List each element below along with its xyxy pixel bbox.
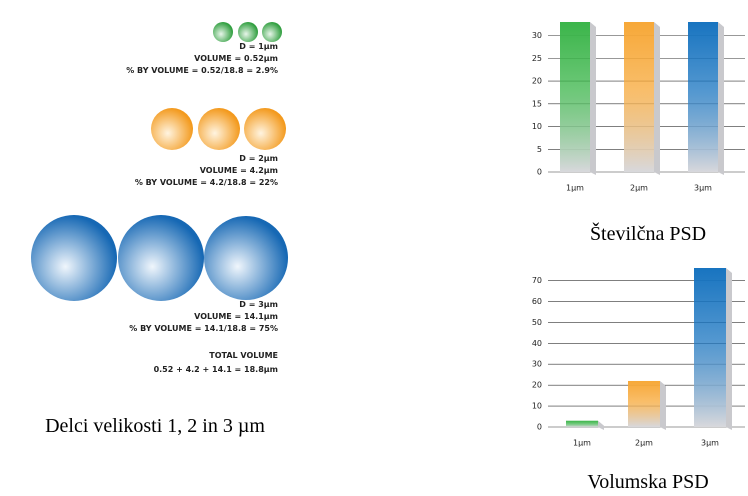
particle	[118, 215, 204, 301]
x-tick-label: 2µm	[635, 439, 653, 448]
y-tick-label: 0	[537, 168, 542, 177]
total-formula: 0.52 + 4.2 + 14.1 = 18.8µm	[154, 365, 278, 374]
y-tick-label: 30	[532, 360, 542, 369]
bar	[628, 381, 660, 427]
bar	[624, 22, 654, 172]
total-title: TOTAL VOLUME	[209, 351, 278, 360]
y-tick-label: 25	[532, 54, 542, 63]
particle	[198, 108, 240, 150]
figure: D = 1µm VOLUME = 0.52µm % BY VOLUME = 0.…	[0, 0, 748, 496]
note: VOLUME = 14.1µm	[194, 312, 278, 321]
note: % BY VOLUME = 0.52/18.8 = 2.9%	[126, 66, 278, 75]
note: D = 3µm	[239, 300, 278, 309]
y-tick-label: 20	[532, 381, 542, 390]
x-tick-label: 1µm	[573, 439, 591, 448]
y-tick-label: 5	[537, 145, 542, 154]
note: VOLUME = 4.2µm	[200, 166, 278, 175]
x-tick-label: 3µm	[701, 439, 719, 448]
particle	[213, 22, 233, 42]
x-tick-label: 1µm	[566, 184, 584, 193]
y-tick-label: 10	[532, 122, 542, 131]
bar	[688, 22, 718, 172]
bar-side	[718, 22, 724, 175]
diagram-caption: Delci velikosti 1, 2 in 3 µm	[45, 415, 265, 437]
y-tick-label: 50	[532, 318, 542, 327]
y-tick-label: 30	[532, 31, 542, 40]
bar-side	[660, 381, 666, 430]
note: D = 2µm	[239, 154, 278, 163]
bar-side	[590, 22, 596, 175]
y-tick-label: 10	[532, 402, 542, 411]
y-tick-label: 20	[532, 77, 542, 86]
bar	[560, 22, 590, 172]
bar	[694, 268, 726, 427]
y-tick-label: 15	[532, 99, 542, 108]
bar-side	[726, 268, 732, 430]
particle	[238, 22, 258, 42]
y-tick-label: 0	[537, 423, 542, 432]
bar-side	[654, 22, 660, 175]
particle-notes: D = 1µm VOLUME = 0.52µm % BY VOLUME = 0.…	[126, 42, 278, 374]
note: VOLUME = 0.52µm	[194, 54, 278, 63]
bar-side	[598, 421, 604, 430]
x-tick-label: 3µm	[694, 184, 712, 193]
chart-title: Številčna PSD	[590, 221, 706, 245]
particle	[262, 22, 282, 42]
note: % BY VOLUME = 4.2/18.8 = 22%	[135, 178, 278, 187]
note: % BY VOLUME = 14.1/18.8 = 75%	[129, 324, 278, 333]
bar	[566, 421, 598, 427]
chart-title: Volumska PSD	[587, 471, 708, 493]
particle	[204, 216, 288, 300]
particle	[151, 108, 193, 150]
y-tick-label: 40	[532, 339, 542, 348]
x-tick-label: 2µm	[630, 184, 648, 193]
note: D = 1µm	[239, 42, 278, 51]
y-tick-label: 60	[532, 297, 542, 306]
particle	[244, 108, 286, 150]
y-tick-label: 70	[532, 276, 542, 285]
particle	[31, 215, 117, 301]
